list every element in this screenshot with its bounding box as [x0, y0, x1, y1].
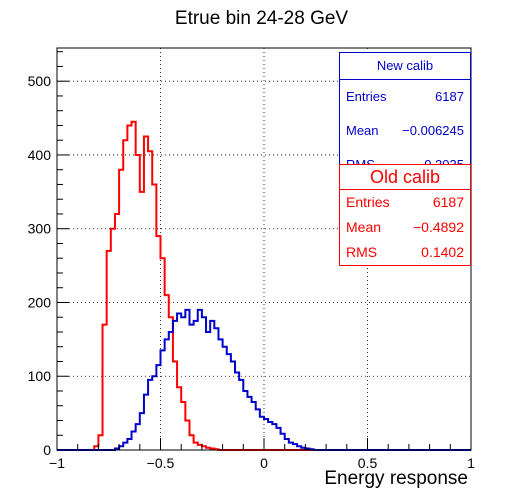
y-tick-label: 0 — [43, 442, 51, 458]
entries-value: 6187 — [435, 89, 464, 104]
y-tick-label: 400 — [28, 147, 52, 163]
stats-mean-row: Mean −0.006245 — [340, 114, 470, 148]
x-tick-label: −0.5 — [147, 455, 175, 471]
stats-entries-row: Entries 6187 — [340, 80, 470, 114]
stats-title-old-calib: Old calib — [340, 165, 470, 190]
mean-value: −0.4892 — [413, 219, 464, 235]
y-tick-label: 100 — [28, 368, 52, 384]
x-axis: −1 −0.5 0 0.5 1 — [49, 438, 475, 471]
y-tick-label: 200 — [28, 294, 52, 310]
rms-value: 0.1402 — [421, 244, 464, 260]
stats-box-old-calib: Old calib Entries 6187 Mean −0.4892 RMS … — [339, 164, 471, 266]
entries-value: 6187 — [432, 194, 464, 210]
stats-rms-row: RMS 0.1402 — [340, 240, 470, 265]
chart-title: Etrue bin 24-28 GeV — [174, 8, 349, 29]
rms-label: RMS — [346, 244, 378, 260]
x-tick-label: 1 — [467, 455, 475, 471]
stats-mean-row: Mean −0.4892 — [340, 215, 470, 240]
mean-value: −0.006245 — [402, 123, 464, 138]
mean-label: Mean — [346, 219, 382, 235]
y-axis: 0 100 200 300 400 500 — [28, 51, 69, 458]
entries-label: Entries — [346, 89, 387, 104]
x-tick-label: −1 — [49, 455, 65, 471]
x-axis-label: Energy response — [324, 468, 468, 489]
series-new-calib — [57, 308, 471, 451]
stats-entries-row: Entries 6187 — [340, 190, 470, 215]
entries-label: Entries — [346, 194, 390, 210]
x-tick-label: 0 — [260, 455, 268, 471]
mean-label: Mean — [346, 123, 379, 138]
y-tick-label: 300 — [28, 221, 52, 237]
y-tick-label: 500 — [28, 73, 52, 89]
stats-title-new-calib: New calib — [340, 53, 470, 80]
x-tick-label: 0.5 — [358, 455, 378, 471]
